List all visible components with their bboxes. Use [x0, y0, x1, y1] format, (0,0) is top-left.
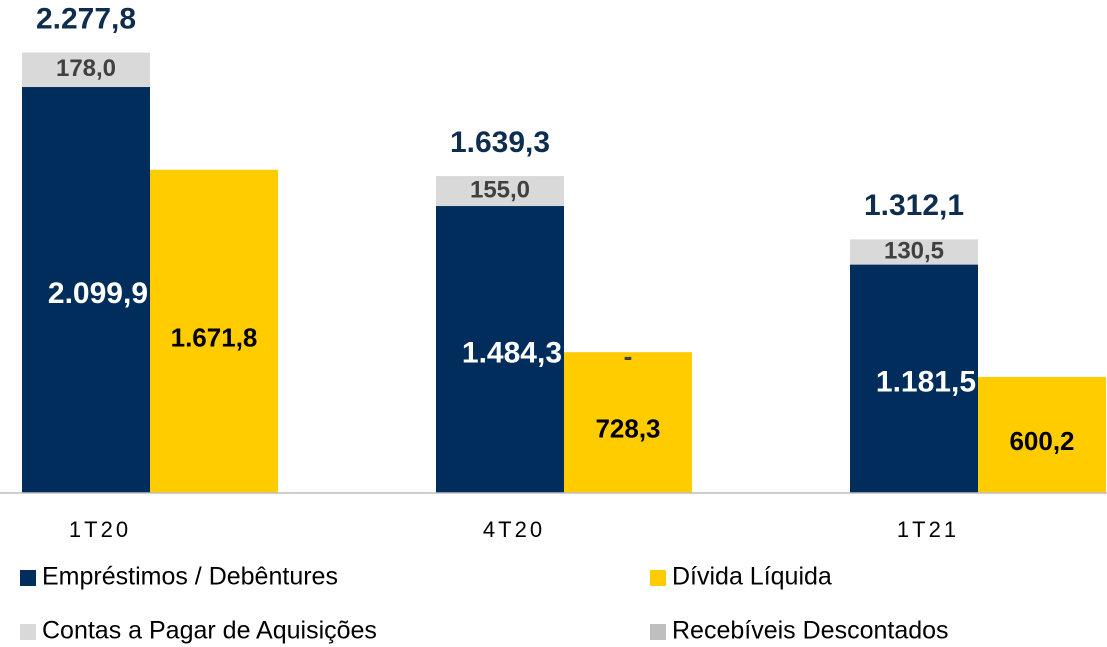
value-label: 1.484,3: [462, 336, 562, 369]
legend-label: Contas a Pagar de Aquisições: [42, 617, 377, 645]
legend-swatch: [650, 570, 666, 586]
value-label: 178,0: [56, 55, 116, 82]
legend-label: Recebíveis Descontados: [672, 617, 949, 645]
bar-segment: [150, 169, 278, 493]
bar-segment: [564, 352, 692, 493]
value-label: 1.671,8: [171, 322, 258, 352]
bar-segment: [22, 87, 150, 493]
bar-segment: [850, 239, 978, 265]
bar-segment: [978, 376, 1106, 493]
value-label: -: [624, 341, 633, 371]
value-label: 600,2: [1009, 426, 1074, 456]
value-label: 155,0: [470, 176, 530, 203]
legend-swatch: [20, 570, 36, 586]
legend-label: Empréstimos / Debêntures: [42, 563, 338, 591]
legend-label: Dívida Líquida: [672, 563, 832, 591]
x-tick-label: 1T21: [897, 517, 959, 542]
value-label: 728,3: [595, 413, 660, 443]
value-label: 130,5: [884, 237, 944, 264]
total-label: 1.639,3: [450, 126, 550, 159]
x-tick-label: 4T20: [483, 517, 545, 542]
bar-segment: [436, 206, 564, 493]
legend-swatch: [20, 624, 36, 640]
value-label: 2.099,9: [48, 277, 148, 310]
total-label: 2.277,8: [36, 3, 136, 36]
legend-swatch: [650, 624, 666, 640]
x-tick-label: 1T20: [69, 517, 131, 542]
value-label: 1.181,5: [876, 366, 976, 399]
total-label: 1.312,1: [864, 189, 964, 222]
bar-segment: [850, 264, 978, 493]
bar-segment: [22, 52, 150, 88]
bar-segment: [436, 176, 564, 207]
